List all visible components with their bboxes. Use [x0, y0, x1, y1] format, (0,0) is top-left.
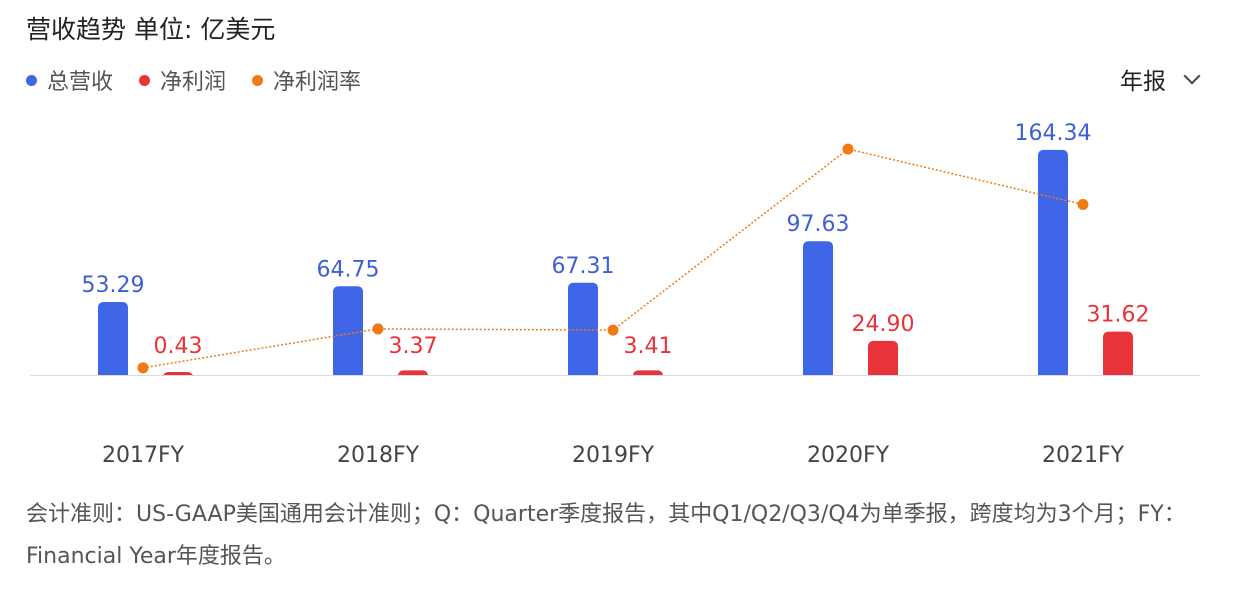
net-profit-bar: [163, 372, 193, 378]
net-profit-data-label: 0.43: [154, 334, 203, 359]
revenue-bar: [333, 286, 363, 375]
revenue-data-label: 64.75: [317, 257, 380, 282]
revenue-data-label: 164.34: [1015, 121, 1092, 146]
net-margin-point: [842, 143, 854, 155]
net-profit-data-label: 3.37: [389, 334, 438, 359]
x-tick-label: 2020FY: [807, 443, 890, 468]
revenue-data-label: 97.63: [787, 212, 850, 237]
net-margin-point: [607, 324, 619, 336]
legend-dot: [252, 74, 264, 86]
footnote: 会计准则：US-GAAP美国通用会计准则；Q：Quarter季度报告，其中Q1/…: [26, 502, 1186, 569]
legend-label: 总营收: [47, 70, 114, 95]
revenue-bar: [568, 282, 598, 375]
chart: 2017FY 53.29 0.43 2018FY 64.75 3.37 2019FY 67.3…: [30, 121, 1200, 468]
net-profit-data-label: 24.90: [852, 312, 915, 337]
legend-item-revenue[interactable]: 总营收: [26, 64, 113, 96]
net-profit-data-label: 31.62: [1087, 303, 1150, 328]
x-tick-label: 2017FY: [102, 443, 185, 468]
chart-title: 营收趋势 单位: 亿美元: [26, 15, 276, 44]
x-tick-label: 2021FY: [1042, 443, 1125, 468]
revenue-bar: [803, 241, 833, 375]
legend-label: 净利润: [160, 70, 227, 95]
revenue-data-label: 67.31: [552, 254, 615, 279]
legend-item-net-margin[interactable]: 净利润率: [252, 64, 361, 96]
net-profit-bar: [398, 370, 428, 377]
net-profit-bar: [868, 340, 898, 375]
net-profit-bar: [633, 370, 663, 377]
x-tick-label: 2018FY: [337, 443, 420, 468]
net-margin-point: [1077, 199, 1089, 211]
legend: 总营收 净利润 净利润率: [26, 64, 361, 96]
net-profit-data-label: 3.41: [624, 334, 673, 359]
x-tick-label: 2019FY: [572, 443, 655, 468]
legend-item-net-profit[interactable]: 净利润: [139, 64, 226, 96]
period-label: 年报: [1120, 69, 1166, 95]
period-dropdown[interactable]: 年报: [1120, 62, 1201, 96]
legend-dot: [139, 74, 151, 86]
revenue-data-label: 53.29: [82, 273, 145, 298]
net-margin-point: [372, 323, 384, 335]
revenue-bar: [1038, 149, 1068, 375]
net-profit-bar: [1103, 331, 1133, 375]
net-margin-point: [137, 362, 149, 374]
legend-dot: [26, 74, 37, 86]
revenue-bar: [98, 301, 128, 375]
legend-label: 净利润率: [273, 70, 362, 95]
